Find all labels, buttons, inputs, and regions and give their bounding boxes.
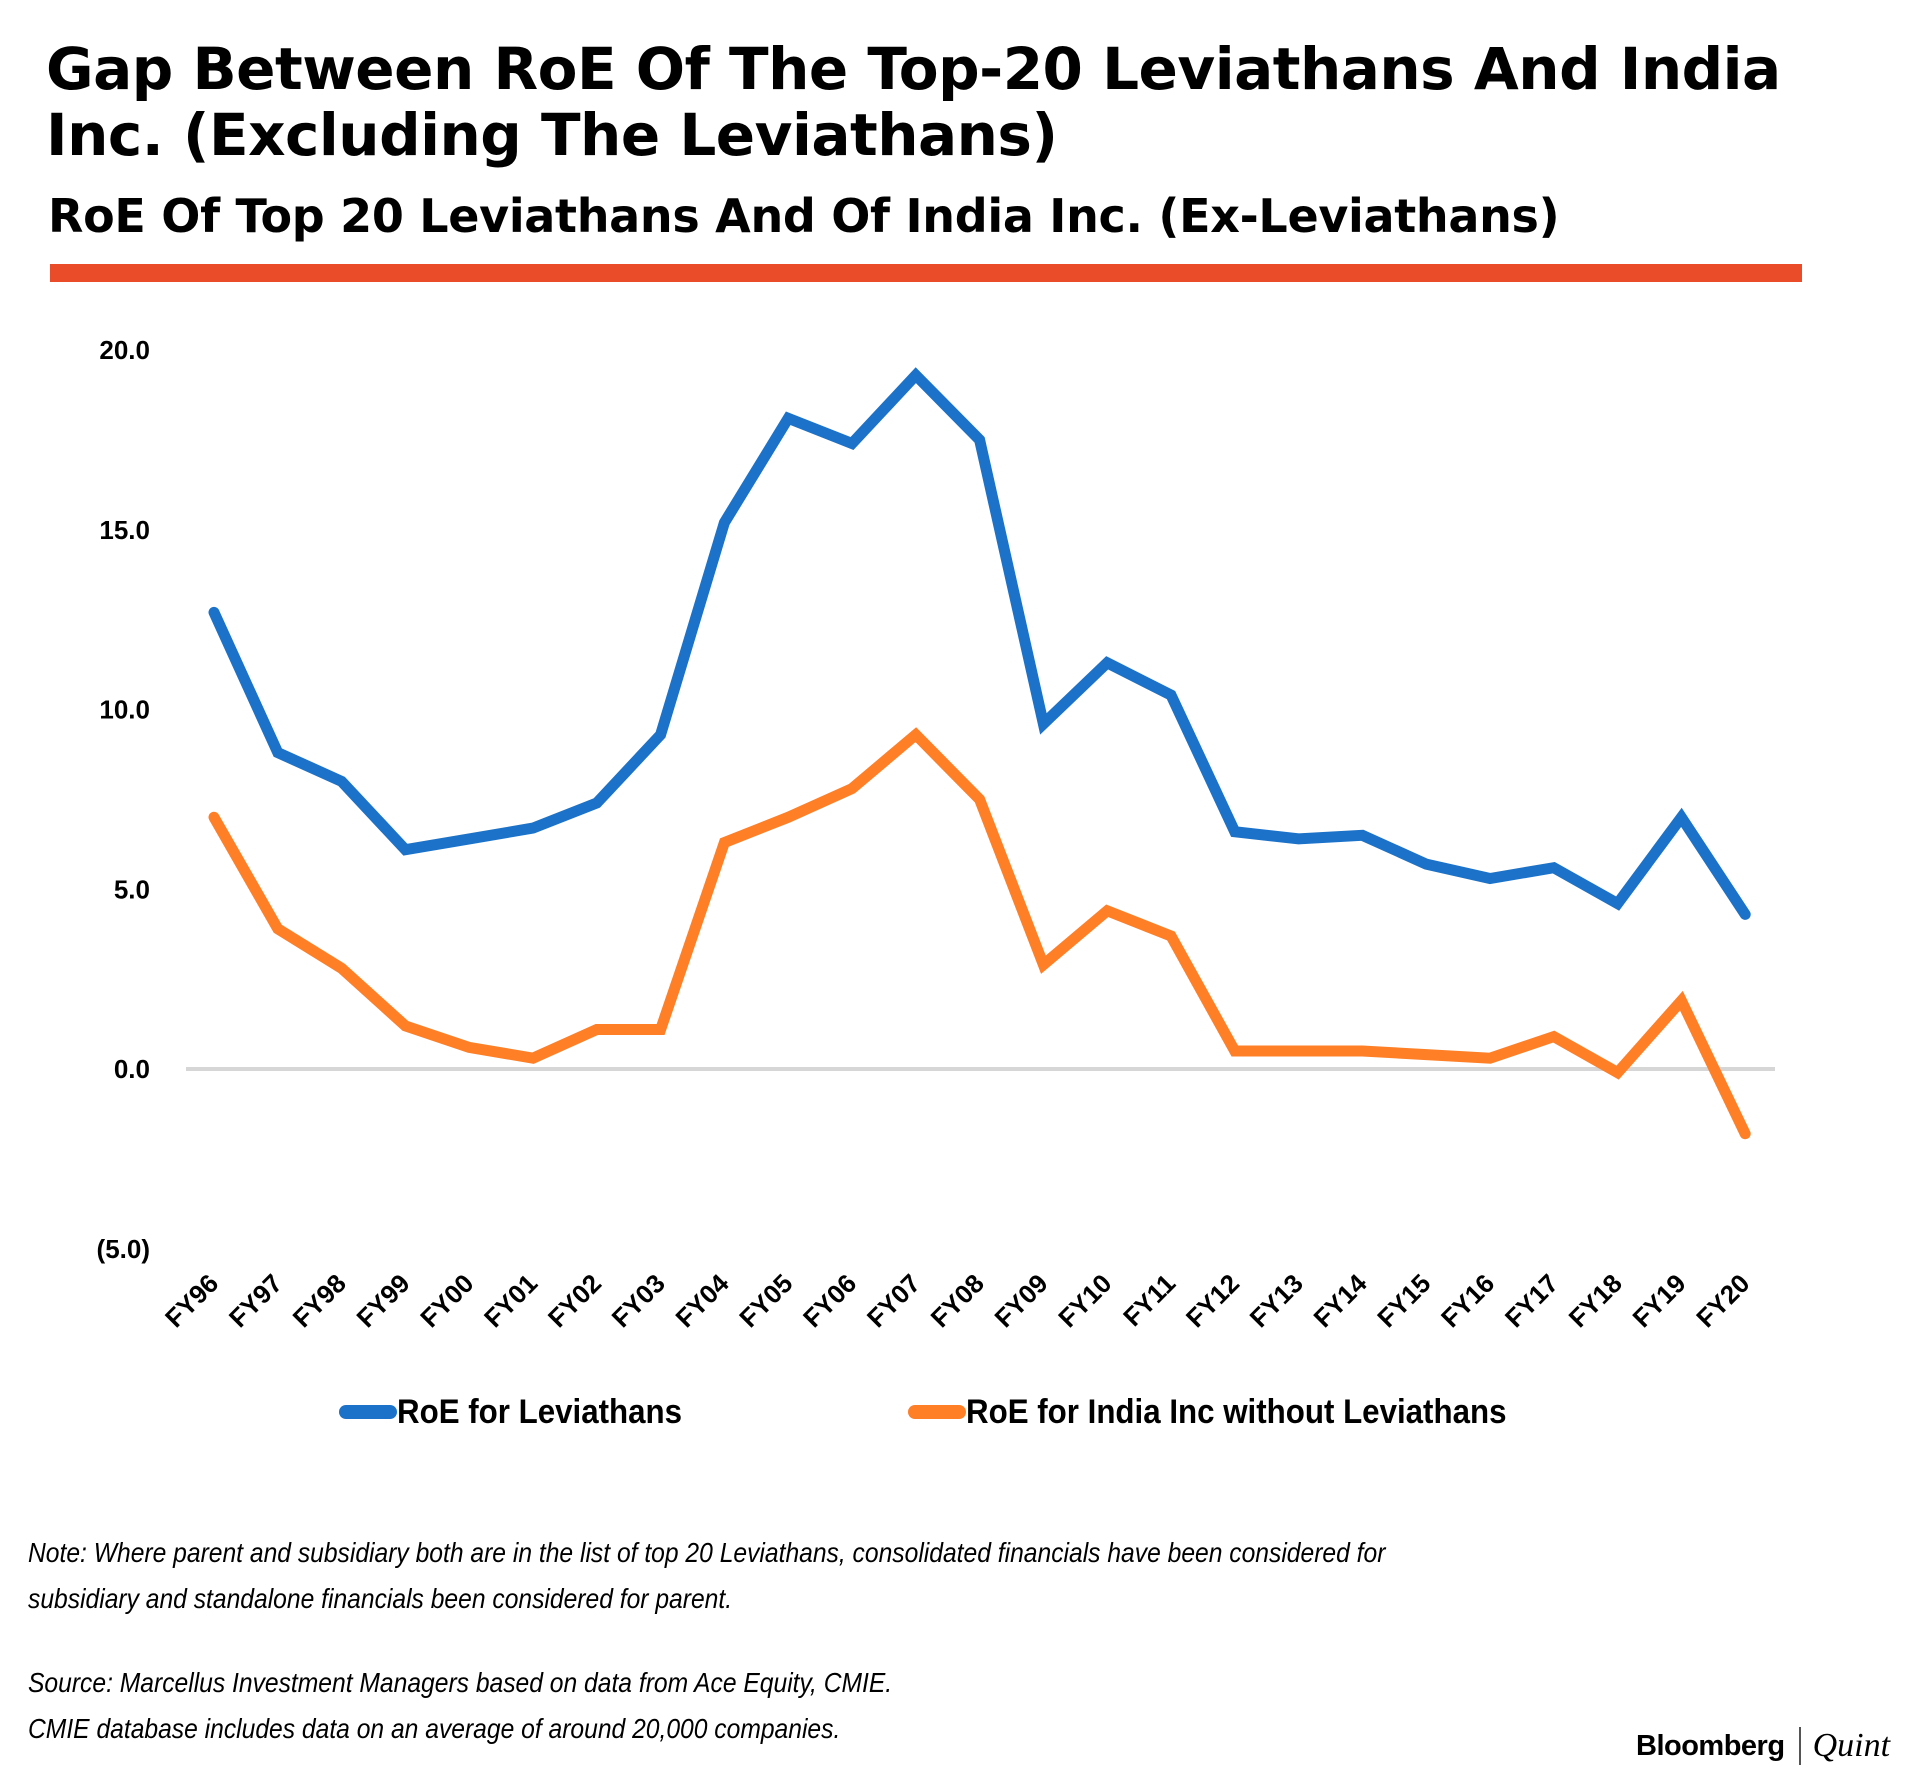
x-tick-label: FY98: [287, 1268, 352, 1333]
x-tick-label: FY99: [350, 1268, 415, 1333]
x-tick-label: FY16: [1435, 1268, 1500, 1333]
y-tick-label: 10.0: [99, 695, 150, 725]
x-tick-label: FY13: [1244, 1268, 1309, 1333]
x-tick-label: FY08: [925, 1268, 990, 1333]
x-tick-label: FY04: [669, 1268, 735, 1334]
legend-item-india-inc: RoE for India Inc without Leviathans: [908, 1390, 1553, 1434]
series-line-india-inc: [208, 727, 1751, 1140]
note-line: Note: Where parent and subsidiary both a…: [28, 1537, 1386, 1568]
legend-item-leviathans: RoE for Leviathans: [339, 1390, 707, 1434]
y-tick-label: 15.0: [99, 515, 150, 545]
x-tick-label: FY17: [1499, 1268, 1564, 1333]
x-tick-label: FY07: [861, 1268, 926, 1333]
x-tick-label: FY20: [1690, 1268, 1755, 1333]
logo-divider: [1798, 1727, 1801, 1765]
x-tick-label: FY96: [159, 1268, 224, 1333]
x-tick-label: FY00: [414, 1268, 479, 1333]
x-tick-label: FY05: [733, 1268, 798, 1333]
x-tick-label: FY02: [542, 1268, 607, 1333]
chart-legend: RoE for Leviathans RoE for India Inc wit…: [0, 1390, 1920, 1434]
x-tick-label: FY09: [988, 1268, 1053, 1333]
x-tick-label: FY12: [1180, 1268, 1245, 1333]
series-layer: [208, 367, 1751, 1140]
x-tick-label: FY19: [1626, 1268, 1691, 1333]
chart-title: Gap Between RoE Of The Top-20 Leviathans…: [46, 35, 1781, 169]
x-tick-label: FY11: [1117, 1268, 1181, 1332]
legend-label: RoE for Leviathans: [397, 1392, 683, 1431]
x-tick-label: FY18: [1563, 1268, 1628, 1333]
footnotes: Note: Where parent and subsidiary both a…: [28, 1530, 1385, 1752]
x-tick-label: FY03: [606, 1268, 671, 1333]
x-axis: FY96FY97FY98FY99FY00FY01FY02FY03FY04FY05…: [159, 1268, 1755, 1334]
bloombergquint-logo: Bloomberg Quint: [1636, 1724, 1890, 1768]
line-chart: 20.0 15.0 10.0 5.0 0.0 (5.0) FY96FY97FY98FY99…: [97, 335, 1775, 1334]
y-tick-label: 20.0: [99, 335, 150, 365]
legend-swatch-orange: [908, 1405, 966, 1419]
x-tick-label: FY06: [797, 1268, 862, 1333]
y-tick-label: (5.0): [97, 1234, 150, 1264]
y-tick-label: 0.0: [114, 1054, 150, 1084]
x-tick-label: FY15: [1371, 1268, 1436, 1333]
series-line-leviathans: [208, 367, 1751, 920]
logo-bloomberg: Bloomberg: [1636, 1729, 1785, 1762]
y-axis: 20.0 15.0 10.0 5.0 0.0 (5.0): [97, 335, 150, 1264]
x-tick-label: FY14: [1307, 1268, 1373, 1334]
y-tick-label: 5.0: [114, 874, 150, 904]
x-tick-label: FY97: [223, 1268, 288, 1333]
logo-quint: Quint: [1812, 1727, 1891, 1764]
legend-label: RoE for India Inc without Leviathans: [966, 1392, 1507, 1431]
x-tick-label: FY10: [1052, 1268, 1117, 1333]
accent-divider: [50, 264, 1802, 282]
source-line: Source: Marcellus Investment Managers ba…: [28, 1667, 893, 1698]
legend-swatch-blue: [339, 1405, 397, 1419]
note-line: subsidiary and standalone financials bee…: [28, 1583, 733, 1614]
chart-subtitle: RoE Of Top 20 Leviathans And Of India In…: [48, 189, 1560, 243]
x-tick-label: FY01: [478, 1268, 543, 1333]
source-line: CMIE database includes data on an averag…: [28, 1713, 841, 1744]
